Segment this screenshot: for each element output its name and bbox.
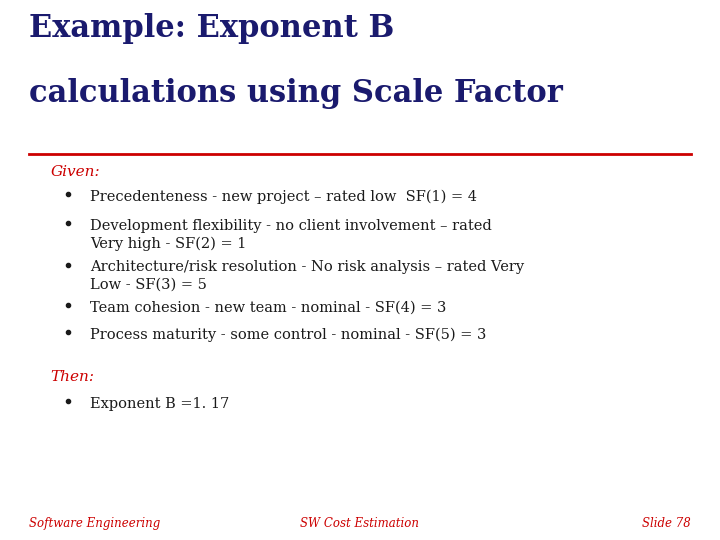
Text: Development flexibility - no client involvement – rated
Very high - SF(2) = 1: Development flexibility - no client invo… — [90, 219, 492, 251]
Text: Software Engineering: Software Engineering — [29, 517, 160, 530]
Text: Example: Exponent B: Example: Exponent B — [29, 14, 394, 44]
Text: Process maturity - some control - nominal - SF(5) = 3: Process maturity - some control - nomina… — [90, 328, 487, 342]
Text: SW Cost Estimation: SW Cost Estimation — [300, 517, 420, 530]
Text: Architecture/risk resolution - No risk analysis – rated Very
Low - SF(3) = 5: Architecture/risk resolution - No risk a… — [90, 260, 524, 292]
Text: Given:: Given: — [50, 165, 100, 179]
Text: Precedenteness - new project – rated low  SF(1) = 4: Precedenteness - new project – rated low… — [90, 190, 477, 205]
Text: calculations using Scale Factor: calculations using Scale Factor — [29, 78, 562, 109]
Text: Exponent B =1. 17: Exponent B =1. 17 — [90, 397, 229, 411]
Text: Team cohesion - new team - nominal - SF(4) = 3: Team cohesion - new team - nominal - SF(… — [90, 301, 446, 315]
Text: Then:: Then: — [50, 370, 94, 384]
Text: Slide 78: Slide 78 — [642, 517, 691, 530]
